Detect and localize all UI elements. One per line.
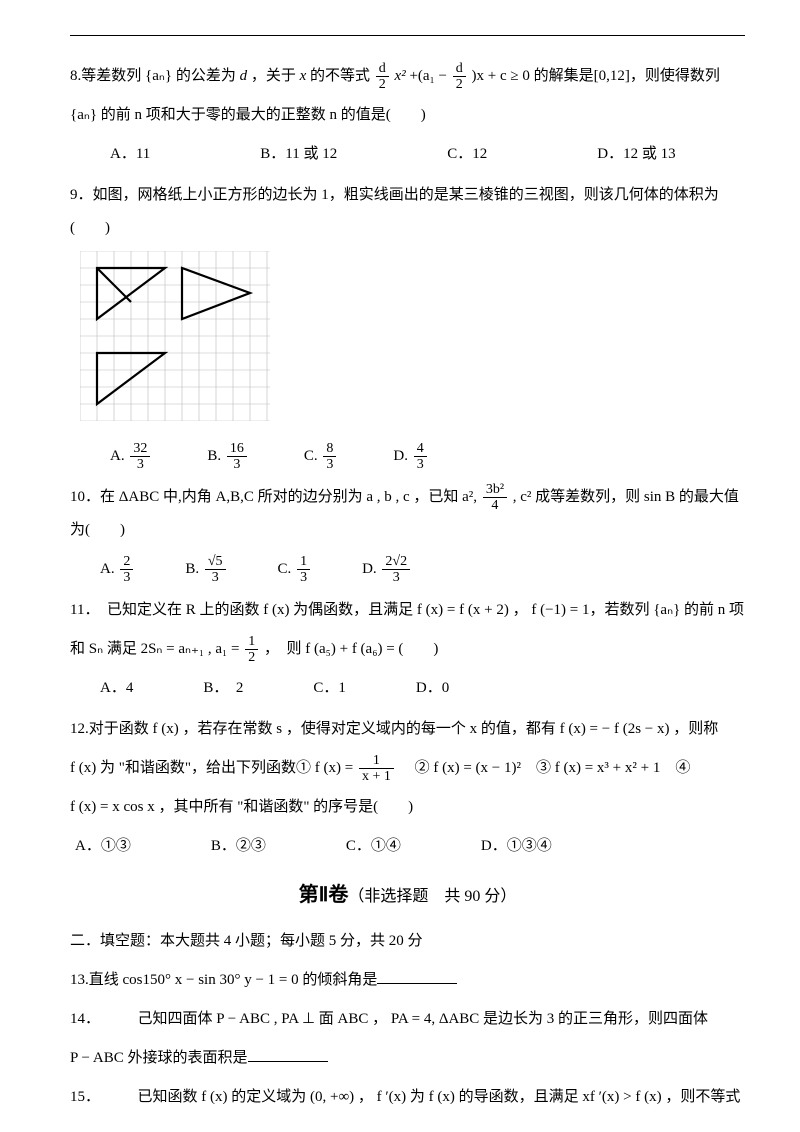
q10-opt-a: A. 23 xyxy=(100,553,135,586)
q8-opt-c: C．12 xyxy=(447,138,487,171)
q12-opt-b: B．②③ xyxy=(211,830,266,863)
question-12-line1: 12.对于函数 f (x) ，若存在常数 s ，使得对定义域内的每一个 x 的值… xyxy=(70,713,745,746)
q12-options: A．①③ B．②③ C．①④ D．①③④ xyxy=(75,830,745,863)
q9-opt-c: C. 83 xyxy=(304,440,339,473)
question-11-line2: 和 Sₙ 满足 2Sₙ = aₙ₊₁ , a₁ = 12 ， 则 f (a₅) … xyxy=(70,633,745,666)
three-view-figure xyxy=(80,251,745,434)
q9-opt-b: B. 163 xyxy=(207,440,249,473)
blank-14 xyxy=(248,1047,328,1062)
q10-opt-c: C. 13 xyxy=(278,553,313,586)
q8-opt-a: A．11 xyxy=(110,138,150,171)
q12-opt-c: C．①④ xyxy=(346,830,401,863)
q8-seq: {aₙ} xyxy=(145,68,172,84)
fraction: 12 xyxy=(245,634,258,666)
fraction: d2 xyxy=(376,61,389,93)
question-8-line2: {aₙ} 的前 n 项和大于零的最大的正整数 n 的值是( ) xyxy=(70,99,745,132)
question-11-line1: 11． 已知定义在 R 上的函数 f (x) 为偶函数，且满足 f (x) = … xyxy=(70,594,745,627)
q11-opt-c: C．1 xyxy=(313,672,346,705)
q8-opt-d: D．12 或 13 xyxy=(597,138,675,171)
q11-options: A．4 B． 2 C．1 D．0 xyxy=(100,672,745,705)
q11-opt-d: D．0 xyxy=(416,672,449,705)
q10-options: A. 23 B. √53 C. 13 D. 2√23 xyxy=(100,553,745,586)
fill-header: 二．填空题：本大题共 4 小题；每小题 5 分，共 20 分 xyxy=(70,925,745,958)
fraction: 1x + 1 xyxy=(359,753,394,785)
question-13: 13.直线 cos150° x − sin 30° y − 1 = 0 的倾斜角… xyxy=(70,964,745,997)
question-12-line3: f (x) = x cos x ，其中所有 "和谐函数" 的序号是( ) xyxy=(70,791,745,824)
q8-opt-b: B．11 或 12 xyxy=(260,138,337,171)
q9-opt-a: A. 323 xyxy=(110,440,152,473)
section-2-title: 第Ⅱ卷（非选择题 共 90 分） xyxy=(70,873,745,917)
q11-opt-b: B． 2 xyxy=(203,672,243,705)
q11-opt-a: A．4 xyxy=(100,672,133,705)
question-14-line1: 14． 己知四面体 P − ABC , PA ⊥ 面 ABC ， PA = 4,… xyxy=(70,1003,745,1036)
q8-options: A．11 B．11 或 12 C．12 D．12 或 13 xyxy=(110,138,745,171)
q9-options: A. 323 B. 163 C. 83 D. 43 xyxy=(110,440,745,473)
question-9: 9．如图，网格纸上小正方形的边长为 1，粗实线画出的是某三棱锥的三视图，则该几何… xyxy=(70,179,745,245)
question-8: 8.等差数列 {aₙ} 的公差为 d ，关于 x 的不等式 d2 x² +(a₁… xyxy=(70,60,745,93)
q12-opt-d: D．①③④ xyxy=(481,830,552,863)
grid-svg xyxy=(80,251,270,421)
question-14-line2: P − ABC 外接球的表面积是 xyxy=(70,1042,745,1075)
q10-opt-b: B. √53 xyxy=(185,553,227,586)
question-15: 15． 已知函数 f (x) 的定义域为 (0, +∞) ， f ′(x) 为 … xyxy=(70,1081,745,1114)
fraction: 3b²4 xyxy=(483,482,507,514)
blank-13 xyxy=(377,969,457,984)
question-10: 10．在 ΔABC 中,内角 A,B,C 所对的边分别为 a , b , c ，… xyxy=(70,481,745,547)
q12-opt-a: A．①③ xyxy=(75,830,131,863)
q8-text: 8.等差数列 xyxy=(70,68,141,84)
fraction: d2 xyxy=(453,61,466,93)
q9-opt-d: D. 43 xyxy=(393,440,428,473)
question-12-line2: f (x) 为 "和谐函数"，给出下列函数① f (x) = 1x + 1 ② … xyxy=(70,752,745,785)
q10-opt-d: D. 2√23 xyxy=(362,553,412,586)
